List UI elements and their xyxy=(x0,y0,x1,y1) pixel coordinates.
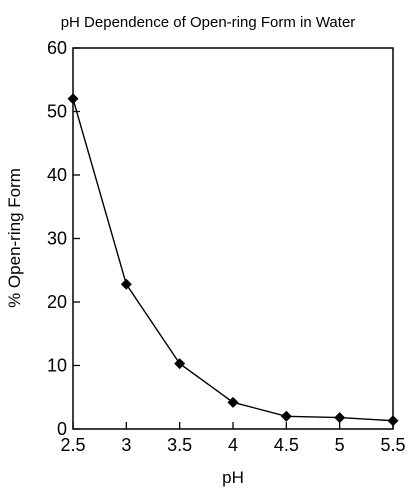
x-tick-label: 5.5 xyxy=(380,435,405,455)
y-tick-label: 10 xyxy=(47,356,67,376)
x-tick-label: 3 xyxy=(121,435,131,455)
x-axis: 2.5 3 3.5 4 4.5 5 5.5 xyxy=(60,422,406,455)
data-point-marker xyxy=(334,412,346,424)
y-tick-label: 60 xyxy=(47,38,67,58)
plot-frame xyxy=(72,47,394,430)
y-tick-label: 0 xyxy=(57,419,67,439)
x-tick-label: 4.5 xyxy=(274,435,299,455)
data-point-marker xyxy=(120,278,132,290)
y-tick-label: 30 xyxy=(47,229,67,249)
data-point-marker xyxy=(280,410,292,422)
x-tick-label: 5 xyxy=(335,435,345,455)
x-tick-label: 4 xyxy=(228,435,238,455)
chart-title: pH Dependence of Open-ring Form in Water xyxy=(61,14,356,31)
data-point-marker xyxy=(67,93,79,105)
y-axis-label: % Open-ring Form xyxy=(5,168,24,308)
data-point-marker xyxy=(174,358,186,370)
x-tick-label: 2.5 xyxy=(60,435,85,455)
data-markers xyxy=(67,93,399,427)
data-point-marker xyxy=(227,396,239,408)
data-point-marker xyxy=(387,415,399,427)
x-axis-label: pH xyxy=(222,468,244,487)
y-tick-label: 50 xyxy=(47,102,67,122)
x-tick-label: 3.5 xyxy=(167,435,192,455)
series-line xyxy=(72,98,394,422)
y-tick-label: 40 xyxy=(47,165,67,185)
y-tick-label: 20 xyxy=(47,292,67,312)
